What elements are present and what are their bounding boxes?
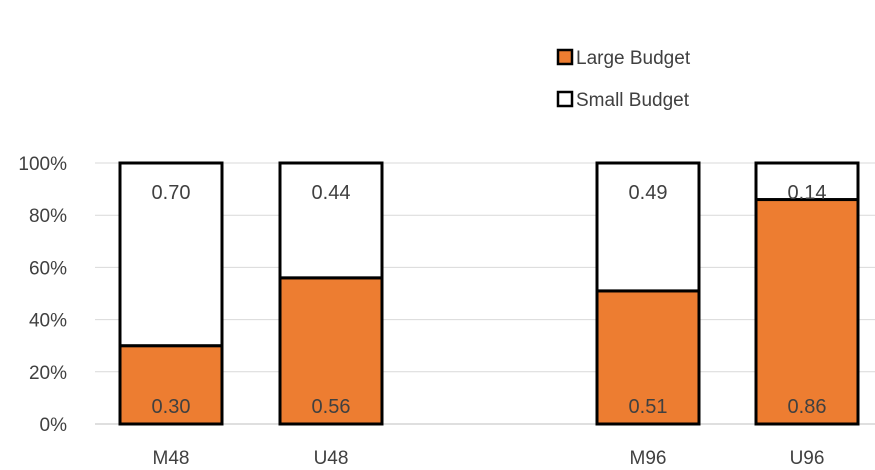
legend-swatch bbox=[556, 48, 574, 66]
y-tick-label: 60% bbox=[29, 258, 67, 279]
y-tick-label: 20% bbox=[29, 363, 67, 384]
x-category-label: M96 bbox=[630, 448, 667, 469]
data-label-large-budget: 0.51 bbox=[629, 396, 668, 418]
x-category-label: M48 bbox=[153, 448, 190, 469]
data-label-large-budget: 0.56 bbox=[312, 396, 351, 418]
data-label-small-budget: 0.49 bbox=[629, 182, 668, 204]
data-label-large-budget: 0.30 bbox=[152, 396, 191, 418]
legend-swatch bbox=[556, 90, 574, 108]
bar-segment-small-budget bbox=[595, 161, 701, 293]
legend: Large Budget Small Budget bbox=[556, 48, 691, 111]
legend-label: Small Budget bbox=[576, 90, 690, 111]
x-category-label: U96 bbox=[790, 448, 825, 469]
bar-segment-small-budget bbox=[118, 161, 224, 348]
data-label-small-budget: 0.70 bbox=[152, 182, 191, 204]
data-label-small-budget: 0.14 bbox=[788, 182, 827, 204]
bar-segment-small-budget bbox=[278, 161, 384, 280]
bar-segment-large-budget bbox=[754, 198, 860, 426]
legend-label: Large Budget bbox=[576, 48, 691, 69]
data-label-large-budget: 0.86 bbox=[788, 396, 827, 418]
gridlines bbox=[95, 162, 875, 425]
y-tick-label: 40% bbox=[29, 311, 67, 332]
bar-segment-large-budget bbox=[278, 276, 384, 426]
y-axis-tick-labels: 0% 20% 40% 60% 80% 100% bbox=[18, 154, 67, 436]
data-label-small-budget: 0.44 bbox=[312, 182, 351, 204]
y-tick-label: 0% bbox=[40, 415, 68, 436]
x-axis-category-labels: M48 U48 M96 U96 bbox=[153, 448, 825, 469]
bar-segment-small-budget bbox=[754, 161, 860, 202]
x-category-label: U48 bbox=[314, 448, 349, 469]
bars: 0.30 0.70 0.56 0.44 0.51 0.49 0.86 0.14 bbox=[118, 161, 860, 426]
y-tick-label: 80% bbox=[29, 206, 67, 227]
y-tick-label: 100% bbox=[18, 154, 67, 175]
